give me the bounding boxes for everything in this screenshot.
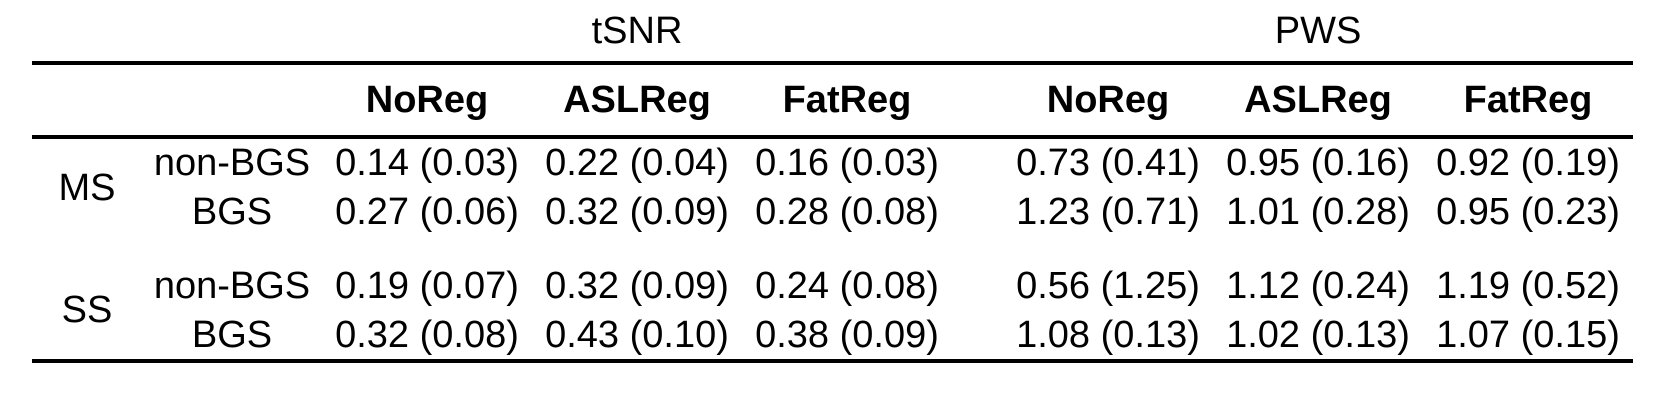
value-cell: 0.14 (0.03) [335, 142, 519, 184]
row-group-ss: SS non-BGS 0.19 (0.07) 0.32 (0.09) 0.24 … [32, 261, 1633, 361]
table-header: tSNR PWS NoReg ASLReg FatReg NoReg ASLRe… [32, 0, 1634, 139]
row-group-label-ms: MS [58, 167, 116, 209]
group-header-pws: PWS [1003, 0, 1634, 65]
column-header-pws-noreg: NoReg [1003, 63, 1213, 139]
value-cell: 0.95 (0.23) [1436, 191, 1620, 233]
row-group-label-ss: SS [61, 289, 113, 331]
value-cell: 0.95 (0.16) [1226, 142, 1410, 184]
value-cell: 1.01 (0.28) [1226, 191, 1410, 233]
value-cell: 1.19 (0.52) [1436, 265, 1620, 307]
column-header-tsnr-noreg: NoReg [322, 63, 532, 139]
column-header-pws-aslreg: ASLReg [1213, 63, 1423, 139]
value-cell: 0.92 (0.19) [1436, 142, 1620, 184]
value-cell: 0.19 (0.07) [335, 265, 519, 307]
value-cell: 1.07 (0.15) [1436, 314, 1620, 356]
value-cell: 0.43 (0.10) [545, 314, 729, 356]
spacer-cell [32, 237, 1633, 261]
value-cell: 0.56 (1.25) [1016, 265, 1200, 307]
group-header-tsnr: tSNR [322, 0, 952, 65]
row-label-bgs: BGS [191, 191, 273, 233]
row-label-non-bgs: non-BGS [153, 142, 311, 184]
group-gap-cell [952, 187, 1003, 237]
group-gap-cell [952, 137, 1003, 187]
value-cell: 0.22 (0.04) [545, 142, 729, 184]
value-cell: 1.12 (0.24) [1226, 265, 1410, 307]
column-header-pws-fatreg: FatReg [1423, 63, 1634, 139]
value-cell: 0.28 (0.08) [755, 191, 939, 233]
value-cell: 0.24 (0.08) [755, 265, 939, 307]
table-row: BGS 0.32 (0.08) 0.43 (0.10) 0.38 (0.09) … [32, 311, 1633, 361]
group-gap-cell [952, 261, 1003, 311]
row-group-spacer [32, 237, 1633, 261]
value-cell: 1.08 (0.13) [1016, 314, 1200, 356]
group-gap-cell [952, 311, 1003, 361]
group-gap-cell [952, 0, 1003, 65]
results-table: tSNR PWS NoReg ASLReg FatReg NoReg ASLRe… [32, 0, 1634, 363]
value-cell: 1.23 (0.71) [1016, 191, 1200, 233]
value-cell: 1.02 (0.13) [1226, 314, 1410, 356]
spacer-row [32, 237, 1633, 261]
value-cell: 0.32 (0.09) [545, 265, 729, 307]
value-cell: 0.32 (0.09) [545, 191, 729, 233]
row-group-ms: MS non-BGS 0.14 (0.03) 0.22 (0.04) 0.16 … [32, 137, 1633, 237]
header-stub [32, 0, 322, 65]
value-cell: 0.16 (0.03) [755, 142, 939, 184]
value-cell: 0.38 (0.09) [755, 314, 939, 356]
value-cell: 0.32 (0.08) [335, 314, 519, 356]
group-header-row: tSNR PWS [32, 0, 1634, 65]
header-stub [32, 63, 322, 139]
value-cell: 0.73 (0.41) [1016, 142, 1200, 184]
row-label-non-bgs: non-BGS [153, 265, 311, 307]
group-gap-cell [952, 63, 1003, 139]
row-label-bgs: BGS [191, 314, 273, 356]
column-header-tsnr-aslreg: ASLReg [532, 63, 742, 139]
column-header-row: NoReg ASLReg FatReg NoReg ASLReg FatReg [32, 63, 1634, 139]
table-row: BGS 0.27 (0.06) 0.32 (0.09) 0.28 (0.08) … [32, 187, 1633, 237]
table-row: SS non-BGS 0.19 (0.07) 0.32 (0.09) 0.24 … [32, 261, 1633, 329]
value-cell: 0.27 (0.06) [335, 191, 519, 233]
column-header-tsnr-fatreg: FatReg [742, 63, 952, 139]
table-row: MS non-BGS 0.14 (0.03) 0.22 (0.04) 0.16 … [32, 137, 1633, 207]
